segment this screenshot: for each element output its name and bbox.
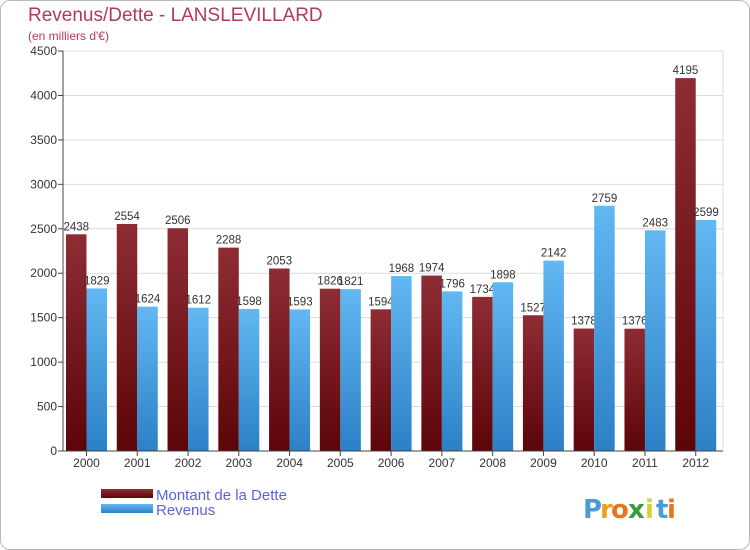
y-tick-label: 500 — [37, 400, 57, 414]
revenue-bar — [289, 309, 311, 451]
y-tick-label: 2000 — [30, 266, 57, 280]
x-tick-label: 2011 — [632, 456, 658, 470]
debt-bar-label: 1734 — [470, 284, 496, 296]
y-tick-label: 3500 — [30, 133, 57, 147]
debt-bar — [370, 309, 392, 451]
revenue-bar — [137, 306, 158, 451]
revenue-bar — [492, 282, 514, 451]
proxiti-logo: Pro x i ti — [583, 495, 676, 525]
debt-bar — [269, 268, 290, 451]
x-tick-label: 2008 — [479, 456, 506, 470]
y-axis: 0 500 1000 1500 2000 2500 3000 3500 4000 4500 — [30, 44, 64, 458]
revenue-bar — [391, 276, 412, 451]
logo-letter: t — [656, 495, 668, 525]
debt-bar — [573, 328, 595, 451]
x-tick-label: 2003 — [225, 456, 252, 470]
debt-bar — [675, 78, 696, 451]
bars: 2438 1829 2554 1624 2506 1612 2288 1598 2053 1593… — [63, 65, 719, 451]
revenue-bar-label: 2483 — [642, 217, 668, 229]
revenue-bar — [644, 230, 666, 451]
debt-bar — [167, 228, 189, 451]
y-tick-label: 1000 — [30, 355, 57, 369]
debt-bar-label: 4195 — [673, 65, 699, 77]
debt-bar — [624, 328, 645, 451]
debt-bar-label: 2288 — [216, 235, 242, 247]
revenue-bar — [441, 291, 463, 451]
revenue-bar-label: 2142 — [541, 248, 567, 260]
debt-bar — [319, 288, 341, 451]
logo-letter: x — [628, 495, 645, 525]
y-tick-label: 2500 — [30, 222, 57, 236]
y-tick-label: 0 — [50, 444, 57, 458]
revenue-bar — [594, 205, 615, 451]
debt-bar-label: 1378 — [571, 316, 597, 328]
legend-swatch-debt — [101, 489, 153, 498]
debt-bar — [116, 223, 138, 451]
chart-title: Revenus/Dette - LANSLEVILLARD — [28, 5, 323, 26]
x-axis: 2000 2001 2002 2003 2004 2005 2006 2007 2008 2009… — [63, 450, 723, 470]
logo-letter: i — [667, 495, 676, 525]
debt-bar-label: 1594 — [368, 296, 394, 308]
x-tick-label: 2006 — [378, 456, 405, 470]
debt-bar — [218, 247, 239, 451]
debt-bar — [522, 315, 544, 451]
revenue-bar-label: 2759 — [592, 193, 618, 205]
revenue-bar — [543, 260, 564, 451]
y-tick-label: 1500 — [30, 311, 57, 325]
revenue-bar-label: 1968 — [389, 263, 415, 275]
debt-bar-label: 1974 — [419, 263, 445, 275]
revenue-bar-label: 1821 — [338, 276, 364, 288]
x-tick-label: 2000 — [73, 456, 100, 470]
revenue-bar — [86, 288, 107, 451]
revenue-bar — [238, 308, 260, 451]
logo-letter: P — [583, 495, 602, 525]
logo-letter: i — [645, 495, 654, 525]
revenue-bar — [340, 289, 361, 451]
legend-label-revenue: Revenus — [156, 502, 215, 519]
y-tick-label: 4500 — [30, 44, 57, 58]
y-tick-label: 4000 — [30, 88, 57, 102]
debt-bar — [66, 234, 87, 451]
x-tick-label: 2012 — [682, 456, 709, 470]
x-tick-label: 2009 — [530, 456, 557, 470]
chart-subtitle: (en milliers d'€) — [28, 29, 109, 43]
debt-bar-label: 2438 — [63, 221, 89, 233]
legend-swatch-revenue — [101, 504, 153, 513]
x-tick-label: 2002 — [175, 456, 202, 470]
revenue-bar-label: 1898 — [490, 269, 516, 281]
revenue-bar-label: 2599 — [693, 207, 719, 219]
revenue-bar-label: 1829 — [84, 275, 110, 287]
debt-bar-label: 1826 — [317, 276, 343, 288]
logo-letter: r — [600, 495, 613, 525]
debt-bar — [472, 296, 493, 451]
x-tick-label: 2010 — [581, 456, 608, 470]
x-tick-label: 2005 — [327, 456, 354, 470]
revenue-bar-label: 1598 — [236, 296, 262, 308]
legend-label-debt: Montant de la Dette — [156, 487, 287, 504]
x-tick-label: 2001 — [124, 456, 151, 470]
revenue-bar-label: 1612 — [185, 295, 211, 307]
revenue-bar-label: 1624 — [135, 294, 161, 306]
debt-bar-label: 2554 — [114, 211, 140, 223]
debt-bar-label: 1376 — [622, 316, 648, 328]
x-tick-label: 2004 — [276, 456, 303, 470]
revenue-bar — [695, 219, 717, 451]
y-tick-label: 3000 — [30, 177, 57, 191]
revenue-bar-label: 1796 — [439, 278, 465, 290]
debt-bar-label: 2053 — [267, 256, 293, 268]
revenue-bar-label: 1593 — [287, 296, 313, 308]
debt-bar-label: 1527 — [520, 302, 546, 314]
debt-bar — [421, 275, 442, 451]
logo-letter: o — [611, 495, 629, 525]
revenue-bar — [188, 307, 209, 451]
x-tick-label: 2007 — [429, 456, 456, 470]
debt-bar-label: 2506 — [165, 215, 191, 227]
